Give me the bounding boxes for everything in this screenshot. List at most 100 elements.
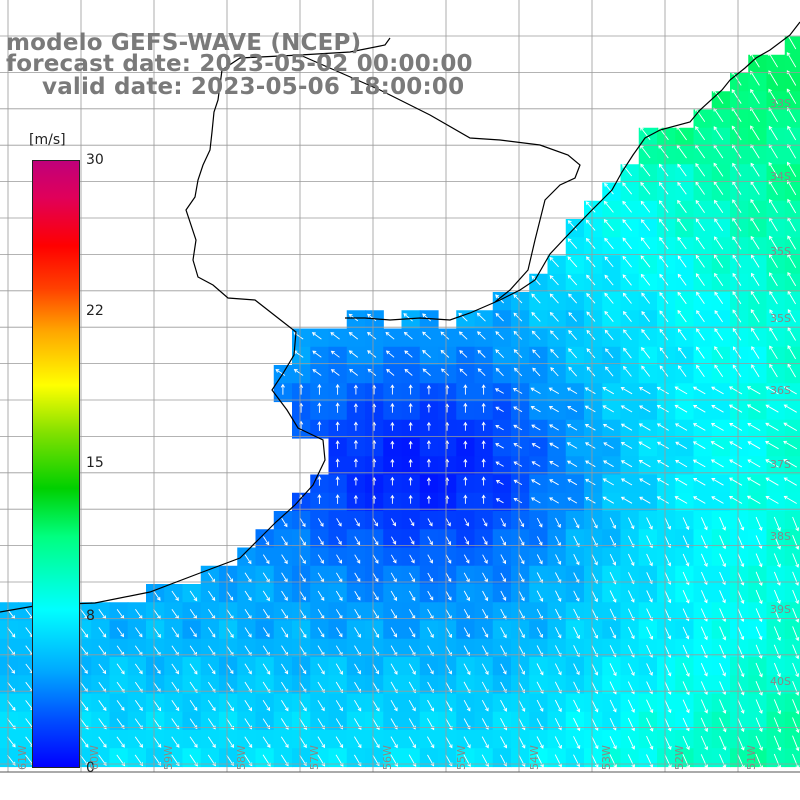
wind-arrow-head [375,670,380,675]
wind-arrow [787,144,797,159]
wind-arrow-head [602,405,607,409]
wind-arrow [317,718,325,730]
wind-arrow-head [585,219,590,224]
wind-arrow-head [777,655,781,659]
wind-arrow-head [392,559,397,564]
wind-arrow-head [539,633,543,638]
wind-arrow-head [483,522,488,527]
wind-arrow [335,681,343,693]
wind-arrow [226,736,234,748]
wind-arrow-head [393,633,397,638]
wind-cell [784,146,800,165]
wind-arrow [664,553,671,566]
wind-arrow [567,406,578,413]
wind-cell [784,127,800,147]
wind-arrow [280,736,289,748]
wind-arrow-head [513,479,518,484]
wind-arrow-head [375,634,380,638]
wind-arrow-head [795,710,800,715]
wind-arrow [153,663,161,674]
wind-arrow-head [367,350,371,354]
wind-arrow [408,663,416,675]
wind-arrow-head [390,476,395,481]
wind-arrow-head [357,670,361,675]
wind-arrow [621,496,633,504]
wind-arrow-head [481,458,486,463]
wind-arrow [755,589,763,604]
wind-arrow-head [692,423,697,427]
wind-arrow-head [622,219,627,224]
wind-arrow [568,367,578,377]
wind-arrow [719,590,726,603]
wind-arrow-head [649,635,654,640]
wind-arrow [719,663,726,676]
wind-arrow [80,736,89,748]
wind-arrow [658,126,669,141]
wind-arrow [714,273,724,286]
wind-arrow-head [795,747,800,752]
wind-arrow-head [531,443,536,447]
wind-arrow-head [641,311,646,315]
wind-arrow [171,645,179,656]
wind-arrow [354,699,362,712]
wind-arrow [409,554,415,564]
wind-arrow [640,127,651,140]
wind-arrow [25,681,34,692]
wind-arrow [675,496,688,504]
wind-arrow-head [585,201,590,206]
wind-arrow [427,554,433,564]
wind-arrow-head [339,652,343,657]
wind-arrow [134,736,143,748]
wind-arrow-head [685,562,690,567]
wind-arrow [549,424,559,431]
wind-arrow-head [746,477,751,482]
wind-arrow-head [284,707,289,712]
wind-arrow [585,460,596,468]
wind-arrow [769,345,778,360]
wind-arrow [554,590,562,602]
wind-arrow-head [667,745,672,750]
wind-arrow-head [783,422,788,427]
wind-cell [784,273,800,293]
wind-arrow-head [285,744,289,749]
wind-arrow-head [157,651,161,656]
wind-arrow-head [447,596,452,601]
wind-arrow-head [795,600,799,605]
wind-arrow-head [429,541,433,546]
wind-arrow [116,645,125,656]
wind-arrow-head [695,162,699,167]
wind-arrow [585,442,596,449]
wind-arrow [372,536,379,545]
wind-arrow [262,736,271,748]
wind-arrow-head [266,633,270,638]
wind-arrow [639,460,651,468]
wind-arrow [463,572,470,583]
wind-arrow [732,273,742,286]
wind-arrow [335,590,343,601]
wind-arrow-head [319,522,324,527]
wind-arrow [622,201,632,213]
wind-arrow-head [710,441,715,445]
wind-arrow [299,554,306,564]
wind-arrow-head [385,350,390,355]
wind-arrow [354,645,361,656]
wind-arrow [719,626,726,640]
wind-arrow-head [783,386,788,390]
wind-arrow [408,645,416,656]
wind-arrow [769,217,778,232]
wind-arrow-head [787,290,792,295]
wind-arrow [751,254,760,268]
wind-cell [784,365,800,384]
lon-label: 57W [308,745,321,770]
wind-arrow [244,681,252,693]
wind-arrow [695,255,705,268]
wind-arrow [390,699,398,711]
wind-arrow [621,442,633,449]
wind-arrow-head [686,746,690,751]
wind-arrow-head [740,526,745,531]
wind-arrow [336,627,343,637]
wind-arrow-head [485,725,489,730]
wind-arrow [711,405,724,413]
wind-arrow-head [765,404,770,409]
wind-arrow-head [768,125,773,130]
